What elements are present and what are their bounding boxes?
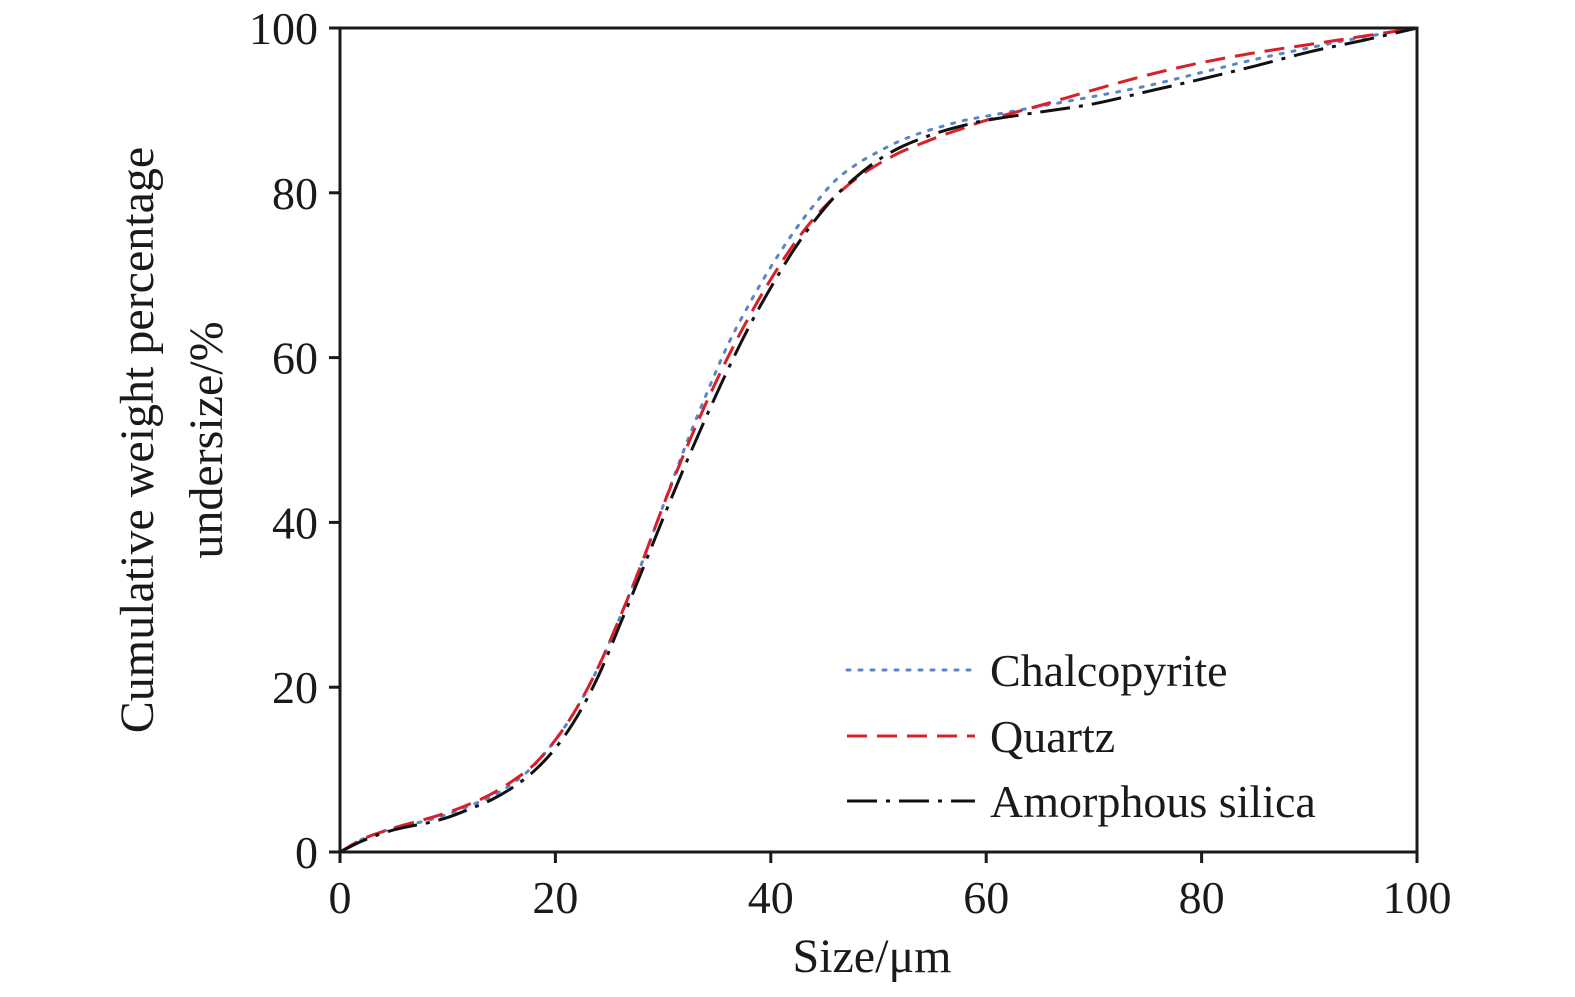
plot-frame [338, 26, 1419, 854]
series-layer [338, 26, 1419, 854]
y-tick-label: 40 [272, 497, 318, 548]
legend-label-amorphous-silica: Amorphous silica [990, 776, 1316, 827]
x-tick-label: 40 [748, 872, 794, 923]
x-tick-label: 100 [1383, 872, 1452, 923]
y-axis-title-line1: Cumulative weight percentage [111, 147, 164, 733]
x-tick-label: 20 [532, 872, 578, 923]
y-tick-label: 0 [295, 827, 318, 878]
series-line-amorphous-silica [339, 26, 1418, 854]
x-tick-label: 80 [1179, 872, 1225, 923]
x-axis-title: Size/μm [792, 930, 951, 983]
legend: Chalcopyrite Quartz Amorphous silica [845, 645, 1316, 827]
tick-layer: 0 20 40 60 80 100 0 20 40 60 80 100 [249, 3, 1452, 923]
y-tick-label: 100 [249, 3, 318, 54]
legend-label-quartz: Quartz [990, 711, 1115, 762]
y-axis-title-line2: undersize/% [180, 321, 233, 558]
series-line-chalcopyrite [338, 26, 1419, 854]
y-tick-label: 20 [272, 662, 318, 713]
y-tick-label: 60 [272, 333, 318, 384]
series-line-quartz [339, 26, 1418, 854]
x-tick-label: 0 [329, 872, 352, 923]
x-tick-label: 60 [963, 872, 1009, 923]
y-tick-label: 80 [272, 168, 318, 219]
legend-label-chalcopyrite: Chalcopyrite [990, 645, 1228, 696]
